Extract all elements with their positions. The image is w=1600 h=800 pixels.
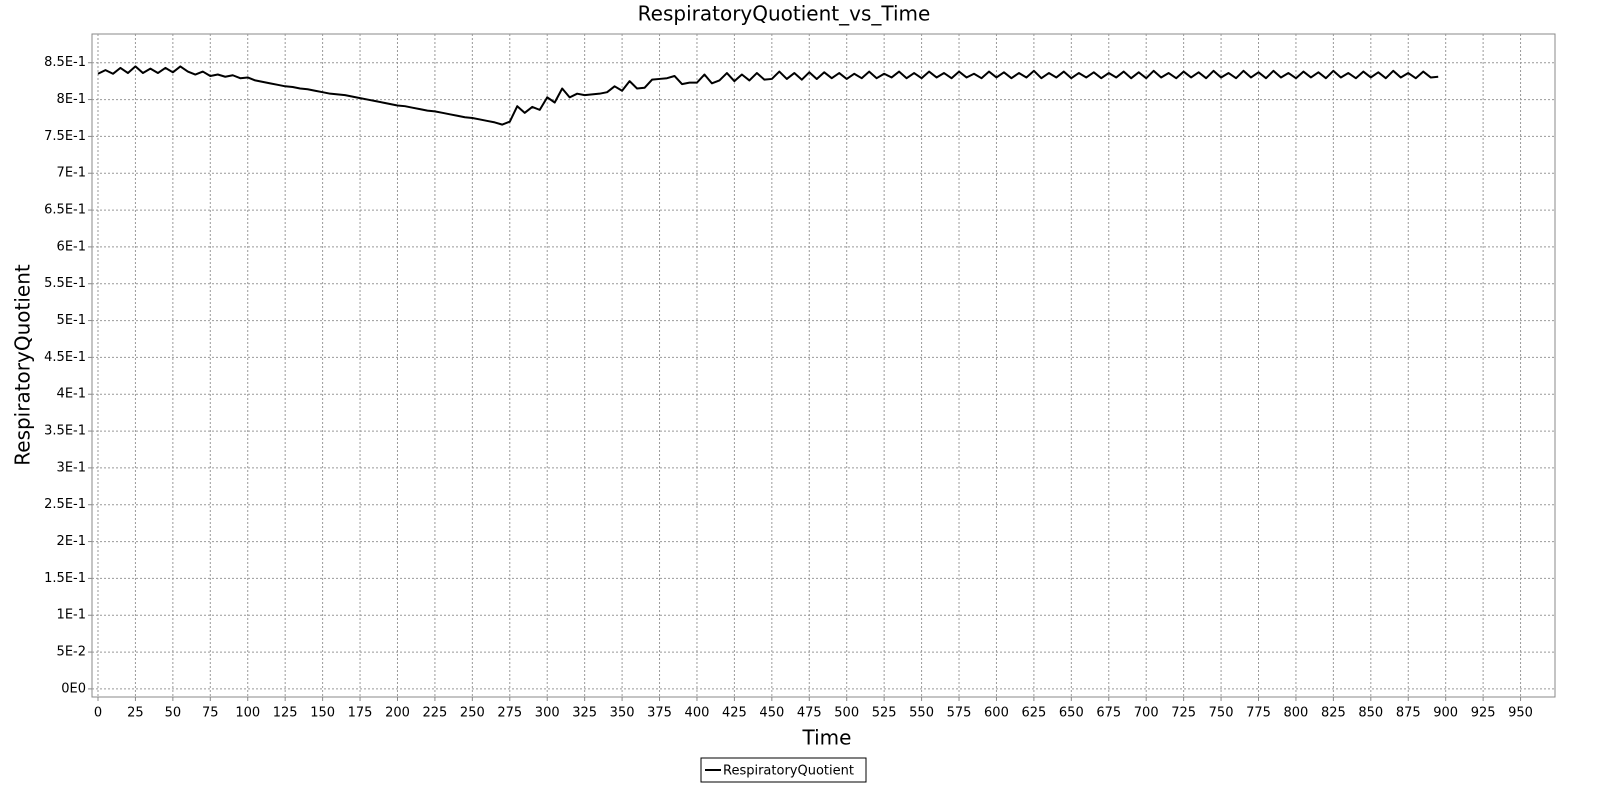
x-tick-label: 675 bbox=[1096, 706, 1121, 721]
chart-title: RespiratoryQuotient_vs_Time bbox=[638, 2, 931, 26]
y-tick-label: 8.5E-1 bbox=[44, 55, 86, 70]
x-tick-label: 0 bbox=[94, 706, 102, 721]
x-tick-label: 375 bbox=[647, 706, 672, 721]
y-tick-label: 1.5E-1 bbox=[44, 571, 86, 586]
x-tick-label: 825 bbox=[1321, 706, 1346, 721]
y-tick-label: 5E-2 bbox=[57, 645, 86, 660]
y-tick-label: 4.5E-1 bbox=[44, 350, 86, 365]
x-tick-label: 750 bbox=[1209, 706, 1234, 721]
y-tick-label: 2.5E-1 bbox=[44, 497, 86, 512]
x-tick-label: 325 bbox=[572, 706, 597, 721]
y-tick-label: 5E-1 bbox=[57, 313, 86, 328]
x-tick-label: 725 bbox=[1171, 706, 1196, 721]
y-tick-label: 5.5E-1 bbox=[44, 276, 86, 291]
data-line bbox=[97, 65, 1439, 126]
y-tick-label: 3E-1 bbox=[57, 460, 86, 475]
y-tick-label: 0E0 bbox=[61, 681, 86, 696]
x-tick-label: 500 bbox=[834, 706, 859, 721]
x-tick-label: 775 bbox=[1246, 706, 1271, 721]
x-tick-label: 700 bbox=[1134, 706, 1159, 721]
x-tick-label: 625 bbox=[1021, 706, 1046, 721]
x-tick-label: 800 bbox=[1284, 706, 1309, 721]
x-tick-label: 125 bbox=[273, 706, 298, 721]
y-tick-label: 3.5E-1 bbox=[44, 424, 86, 439]
x-tick-label: 425 bbox=[722, 706, 747, 721]
y-tick-label: 7.5E-1 bbox=[44, 129, 86, 144]
legend-box bbox=[700, 757, 867, 783]
x-tick-label: 525 bbox=[872, 706, 897, 721]
y-tick-label: 6E-1 bbox=[57, 239, 86, 254]
x-tick-label: 850 bbox=[1358, 706, 1383, 721]
x-tick-label: 50 bbox=[165, 706, 182, 721]
x-axis-label: Time bbox=[802, 726, 852, 750]
x-tick-label: 450 bbox=[759, 706, 784, 721]
y-tick-label: 2E-1 bbox=[57, 534, 86, 549]
x-tick-label: 100 bbox=[235, 706, 260, 721]
x-tick-label: 175 bbox=[348, 706, 373, 721]
x-tick-label: 350 bbox=[610, 706, 635, 721]
y-tick-label: 4E-1 bbox=[57, 387, 86, 402]
x-tick-label: 400 bbox=[685, 706, 710, 721]
x-tick-label: 475 bbox=[797, 706, 822, 721]
x-tick-label: 25 bbox=[127, 706, 144, 721]
x-tick-label: 950 bbox=[1508, 706, 1533, 721]
y-axis-label: RespiratoryQuotient bbox=[11, 264, 35, 466]
x-tick-label: 75 bbox=[202, 706, 219, 721]
x-tick-label: 250 bbox=[460, 706, 485, 721]
x-tick-label: 225 bbox=[422, 706, 447, 721]
y-tick-label: 1E-1 bbox=[57, 608, 86, 623]
x-tick-label: 200 bbox=[385, 706, 410, 721]
x-tick-label: 550 bbox=[909, 706, 934, 721]
legend-label: RespiratoryQuotient bbox=[723, 764, 854, 779]
plot-frame bbox=[91, 33, 1556, 698]
x-tick-label: 650 bbox=[1059, 706, 1084, 721]
x-tick-label: 300 bbox=[535, 706, 560, 721]
x-tick-label: 875 bbox=[1396, 706, 1421, 721]
y-tick-label: 6.5E-1 bbox=[44, 203, 86, 218]
x-tick-label: 150 bbox=[310, 706, 335, 721]
x-tick-label: 600 bbox=[984, 706, 1009, 721]
x-tick-label: 575 bbox=[947, 706, 972, 721]
x-tick-label: 900 bbox=[1433, 706, 1458, 721]
x-tick-label: 275 bbox=[497, 706, 522, 721]
y-tick-label: 8E-1 bbox=[57, 92, 86, 107]
x-tick-label: 925 bbox=[1471, 706, 1496, 721]
y-tick-label: 7E-1 bbox=[57, 166, 86, 181]
